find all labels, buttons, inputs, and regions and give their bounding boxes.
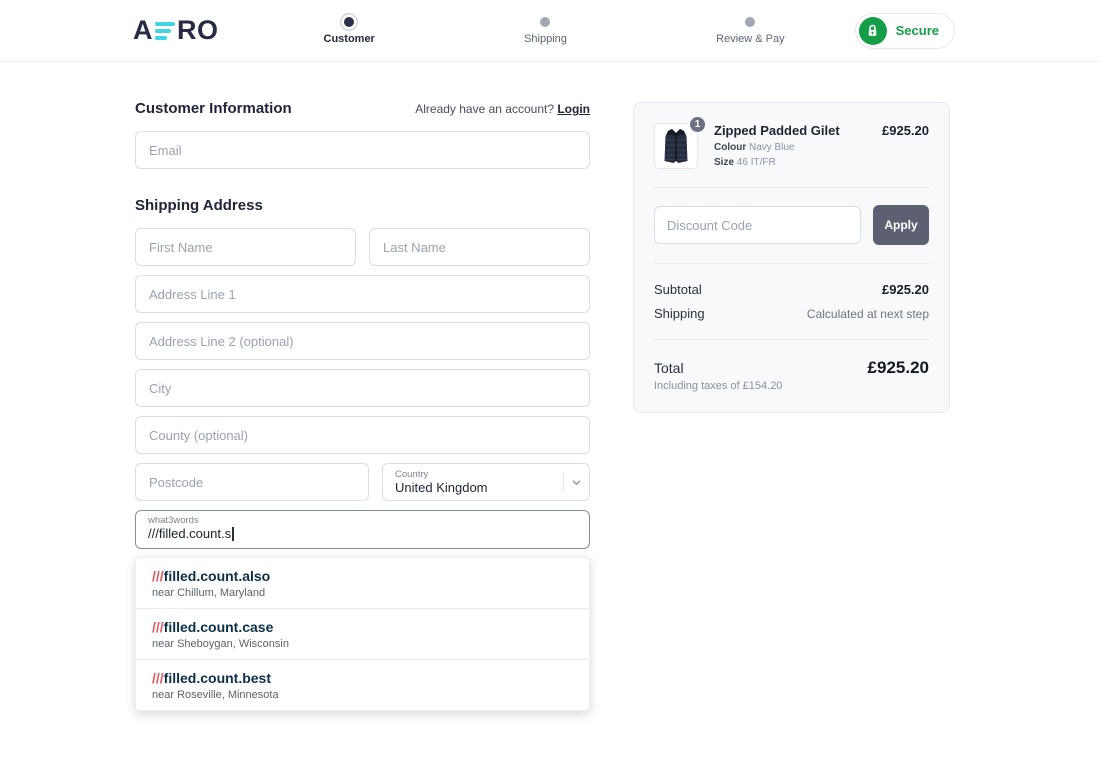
shipping-address-title: Shipping Address (135, 197, 263, 214)
postcode-field[interactable] (135, 463, 369, 501)
checkout-steps: Customer Shipping Review & Pay (219, 16, 855, 45)
step-label: Customer (323, 32, 375, 45)
divider (654, 263, 929, 264)
divider (654, 339, 929, 340)
city-field[interactable] (135, 369, 590, 407)
step-label: Shipping (524, 32, 567, 45)
country-value: United Kingdom (395, 480, 488, 495)
apply-discount-button[interactable]: Apply (873, 205, 929, 245)
address-line-1-field[interactable] (135, 275, 590, 313)
what3words-label: what3words (148, 515, 199, 526)
w3w-words: filled.count.best (163, 670, 272, 686)
cart-item: 1 Zipped Padded Gilet Colour Navy Blue S… (654, 115, 929, 169)
total-row: Total Including taxes of £154.20 £925.20 (654, 358, 929, 392)
w3w-slashes: /// (152, 568, 164, 584)
product-size: Size 46 IT/FR (714, 157, 776, 168)
step-customer[interactable]: Customer (323, 16, 375, 45)
checkout-form: Customer Information Already have an acc… (135, 100, 590, 711)
email-field[interactable] (135, 131, 590, 169)
logo-text-a: A (133, 15, 153, 45)
checkout-header: A RO Customer Shipping Review & Pay Secu… (0, 0, 1100, 62)
brand-logo: A RO (133, 15, 219, 46)
country-select[interactable]: Country United Kingdom (382, 463, 590, 501)
account-prompt: Already have an account? Login (415, 102, 590, 116)
step-review-pay[interactable]: Review & Pay (716, 16, 785, 45)
what3words-value: ///filled.count.s (148, 526, 232, 541)
logo-text-ro: RO (177, 15, 219, 45)
total-label: Total (654, 360, 684, 376)
subtotal-value: £925.20 (882, 282, 929, 297)
discount-code-input[interactable] (654, 206, 861, 244)
what3words-suggestions-dropdown: ///filled.count.also near Chillum, Maryl… (135, 557, 590, 711)
w3w-near: near Roseville, Minnesota (152, 689, 279, 701)
w3w-suggestion[interactable]: ///filled.count.best near Roseville, Min… (136, 659, 589, 710)
total-value: £925.20 (867, 358, 929, 377)
w3w-suggestion[interactable]: ///filled.count.case near Sheboygan, Wis… (136, 608, 589, 659)
country-label: Country (395, 469, 429, 480)
product-price: £925.20 (882, 123, 929, 138)
w3w-near: near Chillum, Maryland (152, 587, 266, 599)
step-dot-active (344, 16, 355, 27)
step-dot (540, 16, 551, 27)
last-name-field[interactable] (369, 228, 590, 266)
address-line-2-field[interactable] (135, 322, 590, 360)
w3w-slashes: /// (152, 670, 164, 686)
w3w-words: filled.count.also (163, 568, 271, 584)
customer-info-title: Customer Information (135, 100, 292, 117)
secure-badge: Secure (854, 12, 955, 49)
product-colour: Colour Navy Blue (714, 142, 795, 153)
w3w-suggestion[interactable]: ///filled.count.also near Chillum, Maryl… (136, 558, 589, 608)
lock-icon (858, 16, 887, 45)
product-name: Zipped Padded Gilet (714, 123, 840, 138)
county-field[interactable] (135, 416, 590, 454)
divider (654, 187, 929, 188)
shipping-row: Shipping Calculated at next step (654, 306, 929, 321)
shipping-value: Calculated at next step (806, 307, 929, 321)
subtotal-row: Subtotal £925.20 (654, 282, 929, 297)
chevron-down-icon (563, 472, 589, 492)
step-shipping[interactable]: Shipping (524, 16, 567, 45)
first-name-field[interactable] (135, 228, 356, 266)
text-cursor (232, 527, 234, 541)
step-label: Review & Pay (716, 32, 785, 45)
order-summary-card: 1 Zipped Padded Gilet Colour Navy Blue S… (633, 102, 950, 413)
login-link[interactable]: Login (557, 102, 590, 116)
w3w-near: near Sheboygan, Wisconsin (152, 638, 289, 650)
w3w-words: filled.count.case (163, 619, 274, 635)
quantity-badge: 1 (688, 115, 707, 134)
what3words-field[interactable]: what3words ///filled.count.s (135, 510, 590, 549)
w3w-slashes: /// (152, 619, 164, 635)
secure-label: Secure (895, 23, 939, 38)
step-dot (745, 16, 756, 27)
taxes-note: Including taxes of £154.20 (654, 380, 783, 392)
logo-e-bars-icon (155, 21, 175, 40)
